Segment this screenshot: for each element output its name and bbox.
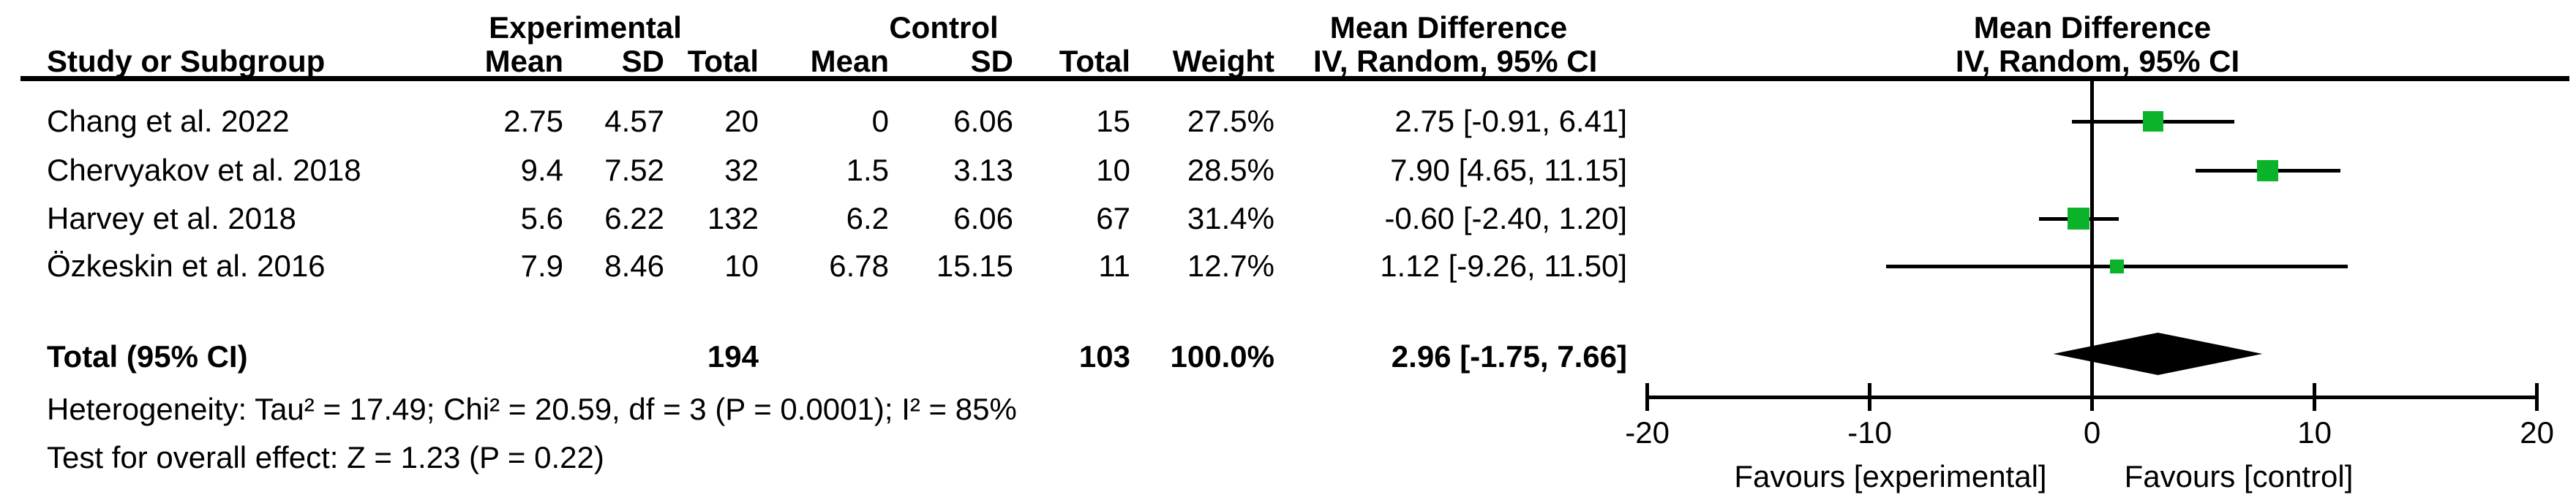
weight-value: 27.5% (1187, 104, 1274, 138)
study-label: Harvey et al. 2018 (47, 201, 296, 235)
heterogeneity-text: Heterogeneity: Tau² = 17.49; Chi² = 20.5… (47, 392, 1017, 426)
md-ci-text: 2.75 [-0.91, 6.41] (1394, 104, 1627, 138)
ctrl-mean-value: 0 (871, 104, 889, 138)
exp-sd-value: 6.22 (604, 201, 664, 235)
ctrl-total-value: 67 (1096, 201, 1130, 235)
exp-sd-value: 8.46 (604, 249, 664, 283)
exp-total-header: Total (687, 44, 759, 78)
control-group-header: Control (889, 10, 999, 45)
weight-value: 12.7% (1187, 249, 1274, 283)
x-axis-tick-label: -20 (1625, 415, 1670, 450)
weight-header: Weight (1172, 44, 1274, 78)
mean-difference-header-left: Mean Difference (1329, 10, 1568, 45)
ctrl-total-header: Total (1059, 44, 1130, 78)
x-axis-tick (2535, 383, 2539, 411)
study-label: Özkeskin et al. 2016 (47, 249, 326, 283)
header-divider-line (20, 76, 2569, 81)
x-axis-tick (1868, 383, 1872, 411)
exp-mean-header: Mean (484, 44, 563, 78)
exp-sd-header: SD (621, 44, 664, 78)
exp-mean-value: 2.75 (503, 104, 563, 138)
x-axis-tick (2090, 383, 2095, 411)
weight-value: 31.4% (1187, 201, 1274, 235)
total-exp-total: 194 (707, 339, 759, 374)
x-axis-tick-label: -10 (1847, 415, 1892, 450)
overall-effect-text: Test for overall effect: Z = 1.23 (P = 0… (47, 440, 604, 474)
total-ctrl-total: 103 (1078, 339, 1130, 374)
exp-sd-value: 7.52 (604, 153, 664, 187)
study-weight-square (2257, 159, 2279, 181)
x-axis-tick-label: 0 (2083, 415, 2101, 450)
study-weight-square (2143, 111, 2164, 132)
exp-mean-value: 7.9 (520, 249, 563, 283)
ctrl-mean-header: Mean (810, 44, 889, 78)
study-weight-square (2068, 208, 2090, 230)
total-diamond (2053, 333, 2263, 375)
exp-total-value: 20 (724, 104, 759, 138)
total-weight: 100.0% (1170, 339, 1274, 374)
md-ci-text: -0.60 [-2.40, 1.20] (1384, 201, 1627, 235)
experimental-group-header: Experimental (489, 10, 682, 45)
exp-sd-value: 4.57 (604, 104, 664, 138)
x-axis-tick-label: 20 (2520, 415, 2554, 450)
ctrl-mean-value: 6.2 (846, 201, 889, 235)
ctrl-mean-value: 6.78 (829, 249, 889, 283)
x-axis-tick (2313, 383, 2317, 411)
md-ci-text: 7.90 [4.65, 11.15] (1390, 153, 1627, 187)
ctrl-sd-value: 15.15 (936, 249, 1013, 283)
mean-difference-header-right: Mean Difference (1973, 10, 2212, 45)
study-label: Chervyakov et al. 2018 (47, 153, 361, 187)
md-ci-text: 1.12 [-9.26, 11.50] (1380, 249, 1627, 283)
exp-total-value: 32 (724, 153, 759, 187)
favours-control-label: Favours [control] (2124, 459, 2354, 493)
iv-random-ci-header-right: IV, Random, 95% CI (1955, 44, 2240, 78)
ctrl-total-value: 11 (1098, 249, 1130, 283)
exp-total-value: 10 (724, 249, 759, 283)
ctrl-mean-value: 1.5 (846, 153, 889, 187)
ctrl-total-value: 10 (1096, 153, 1130, 187)
exp-mean-value: 9.4 (520, 153, 563, 187)
x-axis-tick-label: 10 (2297, 415, 2332, 450)
weight-value: 28.5% (1187, 153, 1274, 187)
ctrl-sd-value: 6.06 (953, 104, 1013, 138)
study-label: Chang et al. 2022 (47, 104, 290, 138)
ctrl-sd-header: SD (970, 44, 1013, 78)
ctrl-sd-value: 3.13 (953, 153, 1013, 187)
x-axis-tick (1645, 383, 1650, 411)
zero-effect-line (2090, 81, 2094, 399)
study-weight-square (2110, 259, 2125, 273)
total-md-ci-text: 2.96 [-1.75, 7.66] (1391, 339, 1627, 374)
total-label: Total (95% CI) (47, 339, 248, 374)
favours-experimental-label: Favours [experimental] (1734, 459, 2047, 493)
study-or-subgroup-header: Study or Subgroup (47, 44, 326, 78)
ctrl-sd-value: 6.06 (953, 201, 1013, 235)
exp-total-value: 132 (707, 201, 759, 235)
ctrl-total-value: 15 (1096, 104, 1130, 138)
exp-mean-value: 5.6 (520, 201, 563, 235)
iv-random-ci-header-left: IV, Random, 95% CI (1313, 44, 1598, 78)
